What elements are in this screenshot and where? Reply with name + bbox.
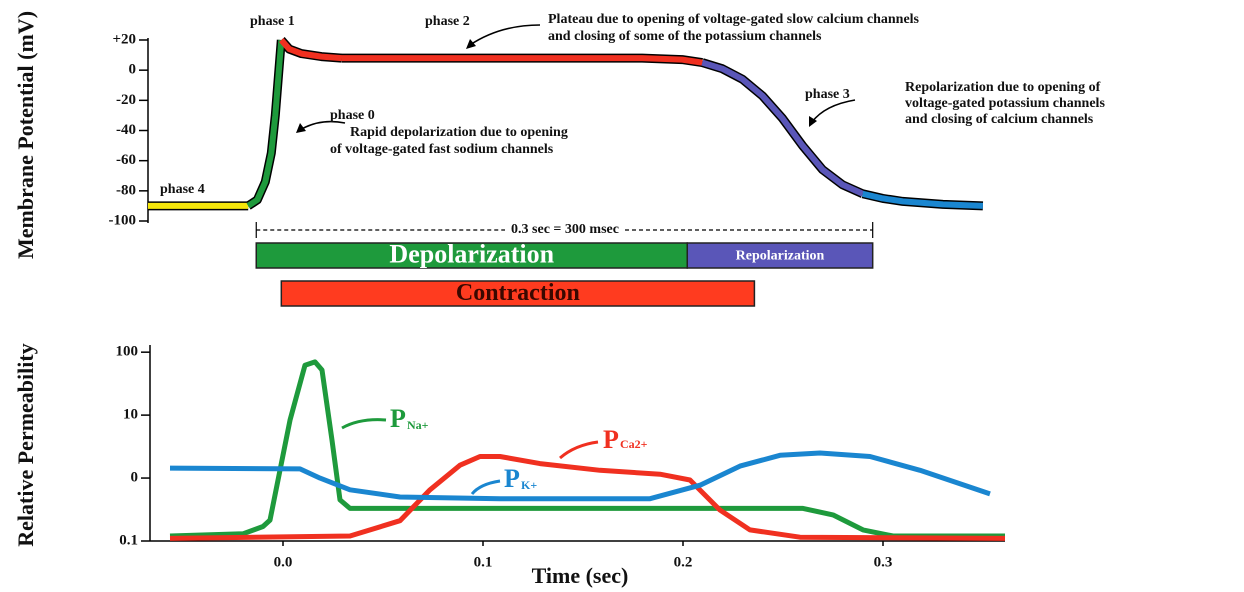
- annotation: Plateau due to opening of voltage-gated …: [548, 12, 920, 27]
- series-label-ion: K+: [521, 478, 537, 492]
- y-tick-label: 100: [116, 344, 139, 360]
- y-tick-label: -40: [116, 122, 136, 138]
- arrow-head: [296, 123, 306, 133]
- annotation: 0.3 sec = 300 msec: [511, 222, 619, 237]
- arrow-head: [466, 39, 476, 49]
- y-tick-label: 0.1: [119, 532, 138, 548]
- annotation: and closing of some of the potassium cha…: [548, 29, 822, 44]
- annotation: voltage-gated potassium channels: [905, 96, 1105, 111]
- phase-bar: [686, 242, 874, 269]
- series-label-arrow: [470, 479, 501, 495]
- annotation: and closing of calcium channels: [905, 112, 1094, 127]
- line: [279, 38, 342, 62]
- annotation: Repolarization due to opening of: [905, 80, 1101, 95]
- arrow: [469, 24, 541, 46]
- arrow: [811, 99, 856, 123]
- phase-label: phase 1: [250, 14, 295, 29]
- phase-bar-label: Contraction: [456, 280, 580, 306]
- y-tick-label: 0: [129, 62, 137, 78]
- series-label: P: [603, 425, 619, 454]
- arrow-heads: [296, 39, 817, 133]
- phase-bar-label: Depolarization: [389, 239, 554, 268]
- phase-label: phase 0: [330, 108, 375, 123]
- y-tick-label: -20: [116, 92, 136, 108]
- y-tick-label: -100: [109, 212, 137, 228]
- series-label: P: [390, 404, 406, 433]
- line: [169, 359, 1005, 539]
- x-tick-label: 0.3: [874, 554, 893, 570]
- x-tick-label: 0.2: [674, 554, 693, 570]
- arrow-head: [809, 116, 817, 127]
- series-label-ion: Ca2+: [620, 437, 648, 451]
- series-label: P: [504, 464, 520, 493]
- phase-label: phase 2: [425, 14, 470, 29]
- y-tick-label: -60: [116, 152, 136, 168]
- phase-label: phase 3: [805, 87, 850, 102]
- y-tick-label: 10: [123, 407, 138, 423]
- x-tick-label: 0.1: [474, 554, 493, 570]
- line: [169, 454, 1006, 541]
- line: [246, 39, 285, 209]
- series-label-arrow: [559, 440, 599, 460]
- series-label-arrow: [341, 418, 387, 430]
- y-tick-label: +20: [112, 31, 136, 47]
- line: [169, 450, 991, 502]
- y-axis-title: Relative Permeability: [13, 343, 38, 546]
- phase-bar: [280, 280, 756, 307]
- y-tick-label: -80: [116, 182, 136, 198]
- series-label-ion: Na+: [407, 418, 429, 432]
- annotation: of voltage-gated fast sodium channels: [330, 142, 554, 157]
- line: [862, 190, 984, 209]
- annotation: Rapid depolarization due to opening: [350, 125, 568, 140]
- line: [341, 55, 703, 66]
- y-tick-label: 0: [131, 469, 139, 485]
- phase-label: phase 4: [160, 182, 205, 197]
- x-axis-title: Time (sec): [532, 563, 629, 588]
- y-axis-title: Membrane Potential (mV): [13, 11, 38, 259]
- x-tick-label: 0.0: [274, 554, 293, 570]
- line: [701, 59, 864, 197]
- line-outline: [700, 58, 865, 198]
- phase-bar-label: Repolarization: [736, 249, 825, 264]
- phase-bar: [255, 242, 689, 269]
